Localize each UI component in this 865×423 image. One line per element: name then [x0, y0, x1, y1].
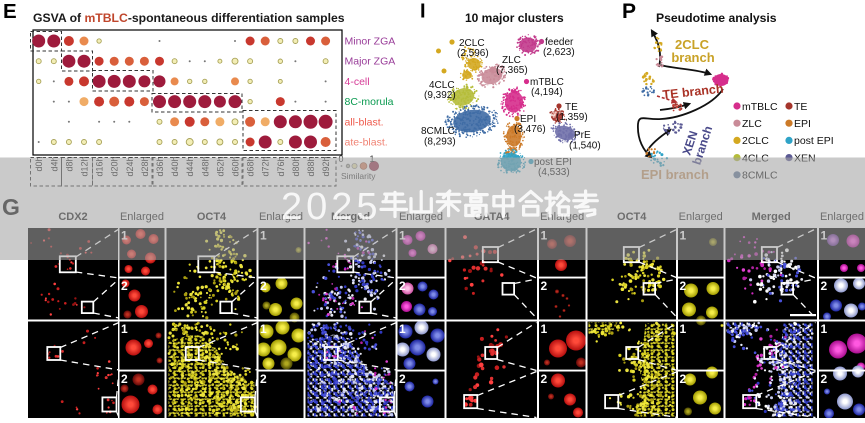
svg-text:(7,365): (7,365): [496, 65, 528, 76]
svg-text:2: 2: [121, 372, 128, 386]
svg-text:2CLC: 2CLC: [742, 135, 769, 147]
svg-text:ZLC: ZLC: [502, 55, 521, 66]
svg-text:E: E: [3, 0, 17, 23]
svg-text:post EPI: post EPI: [794, 135, 834, 147]
svg-text:2: 2: [680, 372, 687, 386]
svg-text:2: 2: [680, 279, 687, 293]
svg-text:2CLC: 2CLC: [459, 38, 485, 49]
svg-text:2: 2: [541, 372, 548, 386]
svg-text:feeder: feeder: [545, 37, 574, 48]
svg-text:P: P: [622, 0, 636, 23]
svg-text:1: 1: [680, 322, 687, 336]
svg-text:2: 2: [399, 372, 406, 386]
svg-text:all-blast.: all-blast.: [345, 116, 384, 128]
svg-text:2: 2: [260, 372, 267, 386]
svg-text:EPI: EPI: [520, 114, 536, 125]
svg-text:TE branch: TE branch: [662, 82, 724, 102]
svg-text:(1,359): (1,359): [556, 112, 588, 123]
svg-text:2: 2: [260, 279, 267, 293]
svg-text:Major ZGA: Major ZGA: [345, 56, 396, 68]
svg-text:TE: TE: [565, 102, 578, 113]
svg-text:(1,540): (1,540): [569, 141, 601, 152]
svg-text:(8,293): (8,293): [424, 137, 456, 148]
svg-text:Minor ZGA: Minor ZGA: [345, 36, 396, 48]
svg-text:8C-morula: 8C-morula: [345, 96, 394, 108]
svg-text:2: 2: [541, 279, 548, 293]
svg-text:2: 2: [121, 279, 128, 293]
svg-text:2025: 2025: [281, 186, 382, 228]
svg-text:8CMLC: 8CMLC: [421, 126, 455, 137]
svg-text:ZLC: ZLC: [742, 118, 762, 130]
svg-text:(2,596): (2,596): [457, 48, 489, 59]
svg-text:mTBLC: mTBLC: [742, 101, 778, 113]
svg-text:1: 1: [121, 322, 128, 336]
svg-text:1: 1: [260, 322, 267, 336]
svg-text:Pseudotime analysis: Pseudotime analysis: [656, 11, 777, 25]
svg-text:4-cell: 4-cell: [345, 76, 370, 88]
svg-text:1: 1: [821, 322, 828, 336]
svg-text:TE: TE: [794, 101, 807, 113]
svg-text:4CLC: 4CLC: [429, 80, 455, 91]
svg-text:mTBLC: mTBLC: [530, 77, 564, 88]
svg-text:EPI: EPI: [794, 118, 811, 130]
svg-text:GSVA of mTBLC-spontaneous diff: GSVA of mTBLC-spontaneous differentiatio…: [33, 11, 345, 25]
svg-text:1: 1: [399, 322, 406, 336]
svg-text:(4,194): (4,194): [531, 87, 563, 98]
svg-text:2CLC: 2CLC: [675, 37, 710, 52]
svg-text:(3,476): (3,476): [514, 124, 546, 135]
svg-text:ate-blast.: ate-blast.: [345, 137, 388, 149]
svg-text:2: 2: [399, 279, 406, 293]
svg-text:(2,623): (2,623): [543, 47, 575, 58]
svg-text:PrE: PrE: [574, 130, 591, 141]
svg-text:10 major clusters: 10 major clusters: [465, 11, 564, 25]
svg-text:(9,392): (9,392): [424, 90, 456, 101]
svg-text:1: 1: [541, 322, 548, 336]
svg-text:2: 2: [821, 372, 828, 386]
svg-text:I: I: [420, 1, 426, 23]
svg-text:2: 2: [821, 279, 828, 293]
svg-text:branch: branch: [671, 50, 714, 65]
